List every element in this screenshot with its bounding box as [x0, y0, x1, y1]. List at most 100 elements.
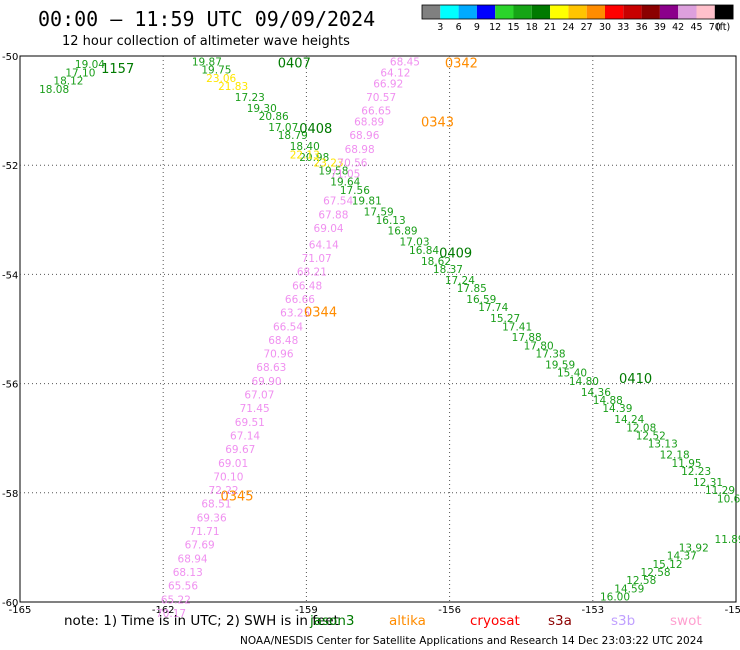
colorbar-tick-label: 36 — [636, 22, 648, 33]
wave-height-label-jason3: 15.40 — [557, 368, 587, 380]
wave-height-label-jason3: 16.59 — [466, 294, 496, 306]
satellite-legend-swot: swot — [670, 613, 702, 629]
wave-height-label-swot: 71.71 — [189, 526, 219, 538]
pass-label: 1157 — [101, 62, 134, 77]
wave-height-label-jason3: 11.95 — [672, 458, 702, 470]
wave-height-label-jason3: 17.41 — [502, 321, 532, 333]
plot-frame — [19, 55, 737, 603]
wave-height-label-jason3: 14.88 — [593, 395, 623, 407]
wave-height-label-jason3: 12.58 — [626, 575, 656, 587]
colorbar-swatch — [458, 5, 477, 19]
wave-height-label-jason3: 19.87 — [192, 56, 222, 68]
wave-height-label-swot: 71.07 — [302, 253, 332, 265]
wave-height-label-jason3: 18.08 — [39, 84, 69, 96]
colorbar-swatch — [568, 5, 587, 19]
y-tick-labels: -50 -52 -54 -56 -58 -60 — [2, 52, 18, 609]
wave-height-label-swot: 66.66 — [285, 294, 315, 306]
wave-height-label-swot: 68.89 — [354, 117, 384, 129]
x-tick-label: -153 — [581, 605, 604, 616]
wave-height-label-swot: 63.25 — [280, 308, 310, 320]
satellite-legend-s3b: s3b — [611, 613, 635, 629]
colorbar-tick-label: 39 — [654, 22, 666, 33]
wave-height-label-jason3: 17.24 — [445, 275, 475, 287]
pass-label: 0345 — [220, 490, 253, 505]
x-tick-label: -150 — [725, 605, 740, 616]
wave-height-label-swot: 67.88 — [318, 209, 348, 221]
wave-height-label-jason3: 17.59 — [364, 207, 394, 219]
wave-height-label-swot: 69.36 — [197, 512, 227, 524]
wave-height-label-swot: 69.51 — [235, 417, 265, 429]
wave-height-label-jason3: 19.04 — [75, 59, 105, 71]
pass-label: 0343 — [421, 116, 454, 131]
colorbar-unit: (ft) — [716, 22, 730, 33]
wave-height-label-swot: 68.13 — [173, 567, 203, 579]
colorbar-tick-label: 9 — [474, 22, 480, 33]
x-tick-label: -156 — [438, 605, 461, 616]
wave-height-label-jason3: 15.27 — [490, 313, 520, 325]
pass-label: 0344 — [304, 306, 337, 321]
x-tick-label: -162 — [152, 605, 175, 616]
wave-height-label-swot: 66.54 — [273, 321, 303, 333]
colorbar-tick-label: 27 — [581, 22, 593, 33]
satellite-legend-altika: altika — [389, 613, 426, 629]
wave-height-label-swot: 65.22 — [161, 594, 191, 606]
wave-height-label-jason3: 13.13 — [648, 439, 678, 451]
wave-height-label-jason3: 12.08 — [626, 422, 656, 434]
footer-credit: NOAA/NESDIS Center for Satellite Applica… — [240, 635, 703, 647]
wave-height-label-swot: 68.21 — [297, 267, 327, 279]
colorbar-swatch — [531, 5, 551, 19]
colorbar-tick-label: 3 — [437, 22, 443, 33]
y-tick-label: -52 — [2, 161, 18, 172]
wave-height-label-jason3: 18.79 — [278, 130, 308, 142]
wave-height-label-swot: 69.67 — [225, 444, 255, 456]
wave-height-label-altika: 21.83 — [218, 81, 248, 93]
wave-height-label-jason3: 12.58 — [641, 567, 671, 579]
colorbar: 3 6 9 12 15 18 21 24 27 30 33 36 39 42 45 70(ft) — [421, 4, 734, 33]
wave-height-label-swot: 68.51 — [201, 499, 231, 511]
wave-height-label-swot: 70.10 — [213, 471, 243, 483]
colorbar-tick-label: 30 — [599, 22, 611, 33]
wave-height-label-jason3: 18.62 — [421, 256, 451, 268]
wave-height-label-jason3: 19.75 — [201, 65, 231, 77]
wave-height-label-swot: 68.94 — [178, 553, 208, 565]
colorbar-tick-label: 21 — [544, 22, 556, 33]
wave-height-label-jason3: 18.40 — [290, 141, 320, 153]
colorbar-tick-label: 18 — [526, 22, 538, 33]
wave-height-label-jason3: 17.23 — [235, 92, 265, 104]
wave-height-label-swot: 64.14 — [309, 239, 339, 251]
satellite-legend-s3a: s3a — [548, 613, 572, 629]
chart-subtitle: 12 hour collection of altimeter wave hei… — [62, 34, 350, 49]
wave-height-label-swot: 70.56 — [337, 157, 367, 169]
colorbar-tick-label: 45 — [690, 22, 702, 33]
wave-height-label-jason3: 12.18 — [660, 450, 690, 462]
colorbar-tick-label: 70 — [709, 22, 721, 33]
wave-height-label-altika: 23.23 — [314, 157, 344, 169]
wave-height-label-jason3: 16.13 — [376, 215, 406, 227]
wave-height-label-swot: 72.22 — [209, 485, 239, 497]
colorbar-border — [421, 4, 734, 20]
colorbar-tick-label: 24 — [562, 22, 574, 33]
y-tick-label: -60 — [2, 598, 18, 609]
wave-height-label-swot: 68.45 — [390, 56, 420, 68]
wave-height-label-jason3: 11.89 — [715, 534, 740, 546]
wave-height-label-swot: 66.48 — [292, 280, 322, 292]
wave-height-label-jason3: 17.10 — [65, 67, 95, 79]
wave-height-label-altika: 23.06 — [206, 73, 236, 85]
colorbar-swatch — [422, 5, 441, 19]
wave-height-label-jason3: 17.74 — [478, 302, 508, 314]
wave-height-label-jason3: 17.85 — [457, 283, 487, 295]
wave-height-label-swot: 68.98 — [345, 144, 375, 156]
wave-height-label-jason3: 14.36 — [581, 387, 611, 399]
wave-height-label-altika: 22.13 — [290, 149, 320, 161]
wave-height-label-swot: 66.92 — [373, 78, 403, 90]
y-tick-label: -50 — [2, 52, 18, 63]
wave-height-label-jason3: 19.30 — [247, 103, 277, 115]
wave-height-label-jason3: 17.38 — [536, 349, 566, 361]
wave-height-label-jason3: 19.81 — [352, 196, 382, 208]
colorbar-swatch — [440, 5, 459, 19]
wave-height-label-swot: 71.05 — [330, 168, 360, 180]
wave-height-label-jason3: 11.29 — [705, 485, 735, 497]
wave-height-label-jason3: 15.12 — [652, 559, 682, 571]
